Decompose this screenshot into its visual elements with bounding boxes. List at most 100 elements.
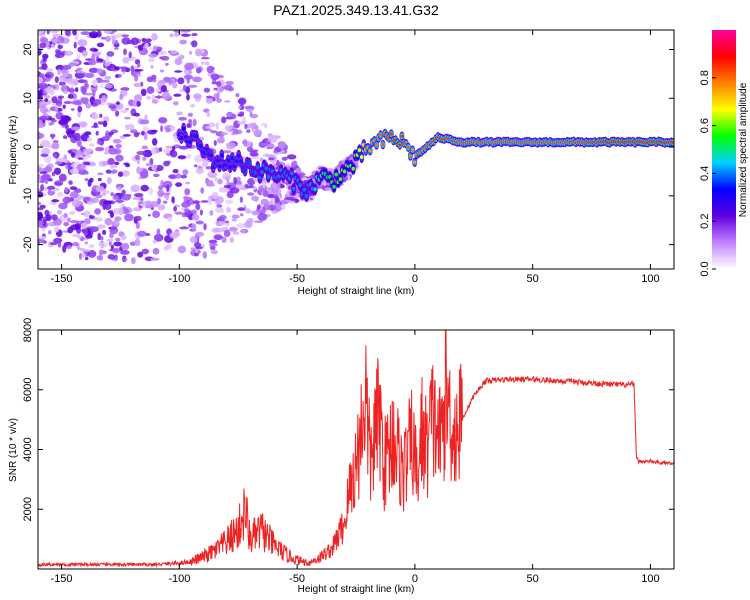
colorbar-ticks: 0.0 0.2 0.4 0.6 0.8 [699,70,716,277]
spectrogram-noise-cell [284,199,290,203]
spectrogram-noise-cell [193,164,198,168]
spectrogram-noise-cell [107,131,114,136]
spectrogram-noise-cell [216,137,225,144]
spectrogram-trace-core [357,148,362,153]
spectrogram-noise-cell [146,96,151,100]
spectrogram-trace-core [255,164,260,170]
spectrogram-noise-cell [51,133,55,140]
spectrogram-noise-cell [221,132,229,136]
spectrogram-noise-cell [185,181,190,185]
spectrogram-noise-cell [71,93,78,100]
spectrogram-trace-core [260,170,264,175]
spectrogram-noise-cell [118,66,128,69]
spectrogram-marks [38,16,674,265]
spectrogram-noise-cell [253,186,257,190]
spectrogram-noise-cell [158,117,168,124]
spectrogram-noise-cell [92,89,96,97]
spectrogram-noise-cell [148,186,154,195]
spectrogram-noise-cell [104,203,112,210]
spectrogram-noise-cell [57,191,64,197]
spectrogram-noise-cell [70,24,77,29]
spectrogram-noise-cell [102,229,107,235]
spectrogram-noise-cell [133,82,142,88]
spectrogram-noise-cell [134,238,141,247]
spectrogram-noise-cell [231,218,237,222]
spectrogram-noise-cell [250,156,260,160]
snr-panel: -150 -100 -50 0 50 100 2000 4000 6000 8000 Height… [8,318,675,595]
spectrogram-noise-cell [84,257,89,261]
spectrogram-noise-cell [193,93,202,99]
spectrogram-noise-cell [226,111,234,118]
spectrogram-noise-cell [151,99,159,104]
spectrogram-noise-cell [38,220,45,226]
spectrogram-noise-cell [160,179,164,188]
spectrogram-noise-cell [233,177,238,185]
spectrogram-noise-cell [38,16,43,19]
spectrogram-noise-cell [88,59,97,66]
spectrogram-noise-cell [81,148,91,156]
spectrogram-noise-cell [133,207,139,211]
spectrogram-noise-cell [38,207,44,211]
spectrogram-noise-cell [151,94,156,101]
spectrogram-noise-cell [55,64,65,71]
spectrogram-noise-cell [57,103,62,107]
spectrogram-noise-cell [165,127,171,133]
spectrogram-noise-cell [225,206,231,213]
snr-x-axis-label: Height of straight line (km) [298,584,415,595]
spectrogram-noise-cell [190,104,195,108]
spectrogram-noise-cell [112,247,121,254]
spectrogram-noise-cell [249,111,253,117]
spectrogram-noise-cell [138,205,142,209]
spectrogram-noise-cell [69,211,76,215]
spectrogram-noise-cell [41,63,48,70]
spectrogram-noise-cell [222,150,232,154]
spectrogram-noise-cell [216,81,222,87]
spectrogram-noise-cell [62,135,68,140]
spectrogram-noise-cell [73,41,77,49]
spectrogram-noise-cell [67,217,71,223]
spectrogram-noise-cell [226,180,230,186]
spectrogram-noise-cell [81,50,88,57]
spectrogram-noise-cell [53,83,60,91]
spectrogram-noise-cell [120,109,129,114]
spectrogram-noise-cell [209,245,216,251]
spectrogram-noise-cell [271,188,282,195]
spectrogram-noise-cell [38,163,44,168]
spectrogram-noise-cell [123,213,134,222]
spectrogram-noise-cell [238,97,247,106]
spectrogram-noise-cell [210,249,218,255]
spectrogram-trace-core [359,155,364,160]
spectrogram-noise-cell [117,171,124,177]
spectrogram-noise-cell [128,51,132,59]
spectrogram-noise-cell [102,120,108,128]
spectrogram-noise-cell [160,181,171,185]
spectrogram-noise-cell [46,30,50,35]
spectrogram-noise-cell [180,174,187,179]
spectrogram-noise-cell [121,258,128,262]
spectrogram-noise-cell [54,226,60,233]
spectrogram-noise-cell [225,142,236,150]
spectrogram-noise-cell [137,44,144,51]
spectrogram-noise-cell [157,189,164,198]
spectrogram-noise-cell [112,195,120,201]
spectrogram-noise-cell [208,239,218,244]
spectrogram-noise-cell [66,25,74,30]
spectrogram-noise-cell [84,79,88,86]
spectrogram-noise-cell [239,111,245,114]
spectrogram-noise-cell [95,146,105,152]
spectrogram-noise-cell [163,245,170,251]
spectrogram-noise-cell [45,214,52,222]
spectrogram-noise-cell [84,131,92,136]
spectrogram-noise-cell [67,162,71,171]
spectrogram-noise-cell [61,65,72,70]
spectrogram-y-axis-label: Frequency (Hz) [8,116,19,185]
spectrogram-noise-cell [141,248,150,255]
spectrogram-noise-cell [91,125,99,128]
spectrogram-trace-core [406,145,411,149]
spectrogram-noise-cell [39,171,48,174]
spectrogram-noise-cell [59,20,68,27]
spectrogram-noise-cell [265,146,274,150]
spectrogram-noise-cell [136,63,141,68]
spectrogram-noise-cell [95,216,102,221]
spectrogram-noise-cell [112,138,122,144]
